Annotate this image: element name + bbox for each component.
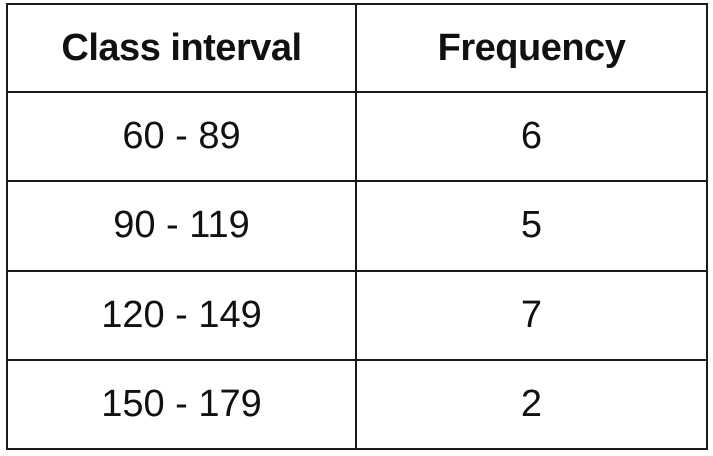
class-interval-cell: 60 - 89 xyxy=(6,90,357,183)
frequency-cell: 7 xyxy=(355,269,708,361)
frequency-table: Class interval Frequency 60 - 89 6 90 - … xyxy=(6,3,708,451)
table-row: 150 - 179 2 xyxy=(6,358,708,451)
frequency-cell: 6 xyxy=(355,90,708,183)
class-interval-cell: 120 - 149 xyxy=(6,269,357,361)
column-header-class-interval: Class interval xyxy=(6,3,357,93)
class-interval-cell: 90 - 119 xyxy=(6,180,357,272)
column-header-frequency: Frequency xyxy=(355,3,708,93)
frequency-cell: 2 xyxy=(355,358,708,451)
table-header-row: Class interval Frequency xyxy=(6,3,708,93)
table-row: 120 - 149 7 xyxy=(6,269,708,361)
class-interval-cell: 150 - 179 xyxy=(6,358,357,451)
frequency-cell: 5 xyxy=(355,180,708,272)
table-row: 90 - 119 5 xyxy=(6,180,708,272)
table-row: 60 - 89 6 xyxy=(6,90,708,183)
